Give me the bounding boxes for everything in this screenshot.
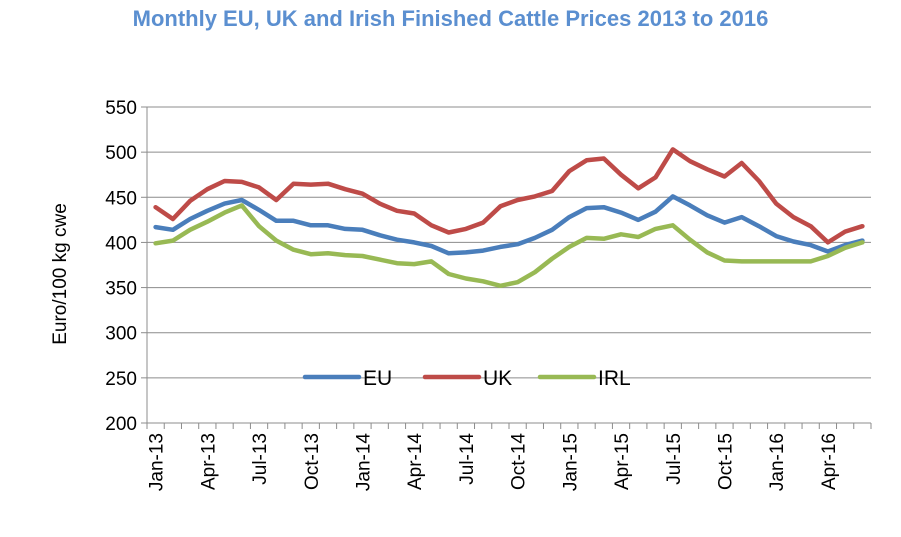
y-tick-label: 300 xyxy=(105,324,137,345)
series-lines xyxy=(153,147,865,289)
x-tick-label: Oct-13 xyxy=(302,433,323,490)
y-tick-label: 500 xyxy=(105,143,137,164)
gridlines xyxy=(147,106,871,379)
y-tick-labels: 200 250 300 350 400 450 500 550 xyxy=(105,98,137,435)
y-tick-label: 400 xyxy=(105,233,137,254)
x-tick-label: Jan-16 xyxy=(767,433,788,491)
series-line-uk xyxy=(153,147,865,245)
legend-label-uk: UK xyxy=(483,367,512,390)
y-tick-label: 550 xyxy=(105,98,137,119)
legend-label-irl: IRL xyxy=(598,367,631,390)
legend-label-eu: EU xyxy=(363,367,392,390)
axes xyxy=(141,106,872,429)
x-tick-label: Jul-14 xyxy=(457,433,478,485)
y-tick-label: 450 xyxy=(105,188,137,209)
x-tick-labels: Jan-13 Apr-13 Jul-13 Oct-13 Jan-14 Apr-14 Jul-… xyxy=(147,433,840,492)
y-axis-label: Euro/100 kg cwe xyxy=(50,203,71,345)
y-tick-label: 200 xyxy=(105,414,137,435)
chart-title: Monthly EU, UK and Irish Finished Cattle… xyxy=(132,6,769,31)
x-tick-label: Oct-15 xyxy=(715,433,736,490)
x-tick-label: Apr-14 xyxy=(405,433,426,490)
x-tick-label: Jul-13 xyxy=(250,433,271,485)
x-tick-label: Jan-13 xyxy=(147,433,168,491)
x-tick-label: Jan-15 xyxy=(560,433,581,491)
legend: EU UK IRL xyxy=(302,367,631,390)
series-line-eu xyxy=(153,194,865,256)
x-tick-label: Apr-15 xyxy=(612,433,633,490)
x-tick-label: Apr-13 xyxy=(198,433,219,490)
x-tick-label: Jan-14 xyxy=(353,433,374,492)
x-tick-label: Jul-15 xyxy=(664,433,685,485)
x-tick-label: Apr-16 xyxy=(819,433,840,490)
y-tick-label: 250 xyxy=(105,369,137,390)
series-line-irl xyxy=(153,203,865,289)
y-tick-label: 350 xyxy=(105,279,137,300)
x-tick-label: Oct-14 xyxy=(509,433,530,490)
